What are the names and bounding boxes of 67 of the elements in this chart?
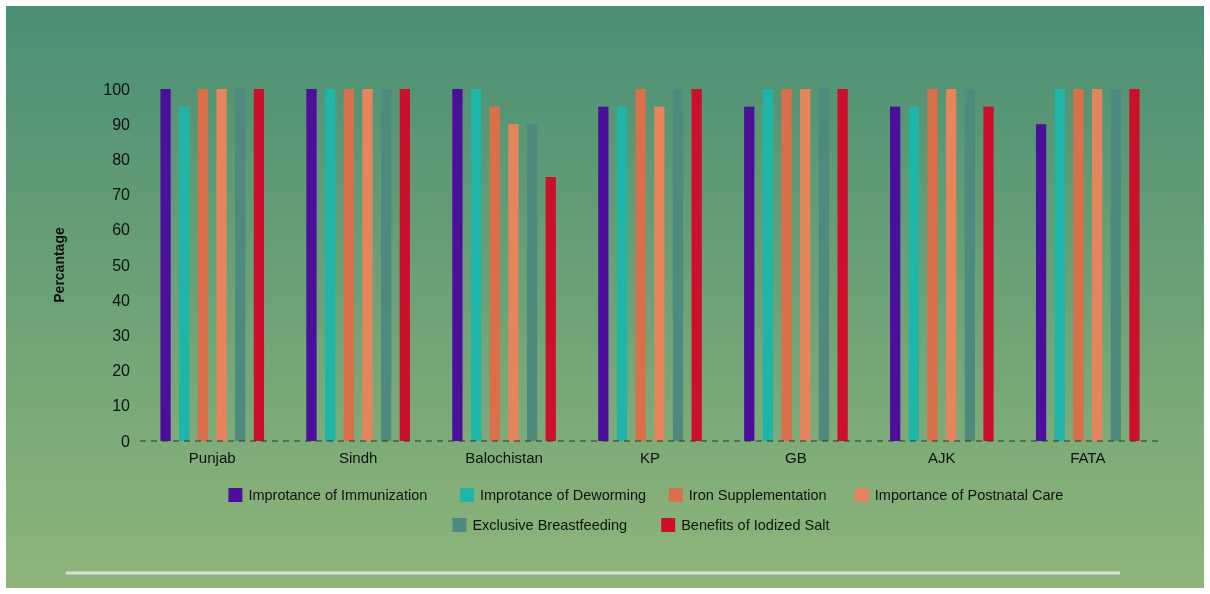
y-tick-label: 70	[112, 186, 131, 204]
x-tick-label: GB	[785, 449, 807, 466]
bar	[691, 89, 702, 441]
bar	[983, 106, 994, 441]
bar	[179, 106, 190, 441]
bar	[837, 89, 848, 441]
bar	[964, 89, 975, 441]
y-tick-label: 20	[112, 362, 131, 380]
legend-label: Iron Supplementation	[688, 487, 827, 504]
y-tick-label: 50	[112, 256, 131, 274]
bar	[545, 177, 556, 441]
bar	[1054, 89, 1065, 441]
legend-label: Importance of Postnatal Care	[874, 487, 1064, 504]
x-tick-label: Punjab	[188, 449, 236, 466]
y-tick-label: 100	[103, 80, 131, 98]
bar	[197, 89, 209, 441]
bar	[470, 89, 482, 441]
y-tick-label: 60	[112, 221, 131, 239]
bar	[654, 106, 665, 441]
bar	[781, 89, 792, 441]
y-tick-label: 30	[112, 327, 131, 344]
bar	[362, 89, 373, 441]
bar	[235, 89, 246, 441]
y-tick-label: 10	[112, 397, 131, 415]
bar	[744, 106, 755, 441]
bar	[1091, 89, 1103, 441]
bar	[343, 89, 354, 441]
bar	[946, 89, 957, 441]
x-tick-label: Sindh	[338, 449, 378, 466]
bar	[800, 89, 811, 441]
bar	[526, 124, 538, 441]
bar	[908, 106, 919, 441]
y-axis-title: Percantage	[51, 227, 67, 303]
x-tick-label: Balochistan	[465, 449, 543, 466]
x-tick-label: FATA	[1070, 449, 1106, 466]
bar	[1129, 89, 1140, 441]
bar	[598, 106, 609, 441]
bar	[672, 89, 684, 441]
x-tick-label: KP	[639, 449, 661, 466]
bar	[890, 106, 901, 441]
bar	[818, 89, 830, 441]
bar	[216, 89, 227, 441]
bar	[160, 89, 171, 441]
bar	[927, 89, 938, 441]
bar	[508, 124, 519, 441]
bar	[635, 89, 646, 441]
bar	[399, 89, 410, 441]
y-tick-label: 80	[112, 151, 131, 168]
legend-label: Improtance of Deworming	[480, 487, 647, 504]
bar	[452, 89, 463, 441]
bar	[1035, 124, 1047, 441]
bar	[325, 89, 336, 441]
y-tick-label: 90	[112, 115, 131, 133]
bar	[616, 106, 628, 441]
bar	[1110, 89, 1121, 441]
y-tick-label: 40	[112, 291, 131, 309]
legend-label: Benefits of Iodized Salt	[681, 517, 830, 534]
x-tick-label: AJK	[928, 449, 956, 466]
bar	[306, 89, 317, 441]
legend-label: Exclusive Breastfeeding	[472, 517, 628, 534]
bar	[762, 89, 774, 441]
y-tick-label: 0	[121, 432, 131, 450]
bar	[489, 106, 500, 441]
bar	[381, 89, 392, 441]
bar	[253, 89, 265, 441]
legend-label: Improtance of Immunization	[248, 487, 428, 504]
bar	[1073, 89, 1084, 441]
